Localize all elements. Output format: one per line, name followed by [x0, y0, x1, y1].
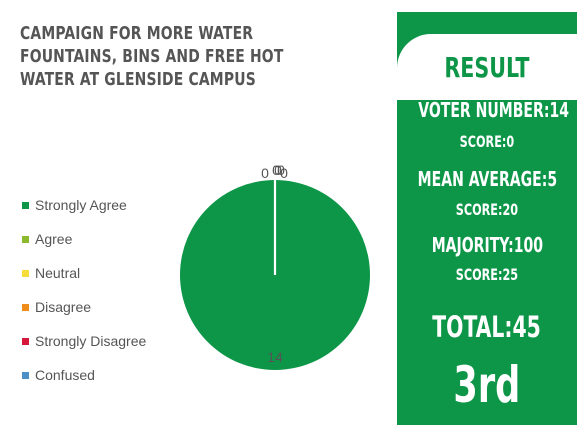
legend-label: Strongly Agree [35, 197, 127, 213]
chart-legend: Strongly Agree Agree Neutral Disagree St… [22, 188, 146, 392]
rank: 3rd [453, 356, 521, 414]
legend-label: Disagree [35, 299, 92, 315]
legend-item-confused: Confused [22, 358, 146, 392]
pie-label-strongly-agree: 14 [267, 349, 283, 365]
score-voter: SCORE:0 [459, 132, 515, 151]
legend-swatch [22, 303, 29, 311]
legend-label: Confused [35, 367, 95, 383]
legend-label: Agree [35, 231, 73, 247]
pie-label-neutral: 0 [272, 162, 280, 178]
score-mean: SCORE:20 [455, 200, 519, 219]
result-panel: RESULT VOTER NUMBER:14 SCORE:0 MEAN AVER… [397, 12, 577, 425]
legend-label: Neutral [35, 265, 81, 281]
result-header: RESULT [397, 34, 577, 100]
legend-swatch [22, 269, 29, 277]
pie-label-agree: 0 [261, 165, 269, 181]
legend-swatch [22, 371, 29, 379]
legend-item-agree: Agree [22, 222, 146, 256]
page-title: CAMPAIGN FOR MORE WATER FOUNTAINS, BINS … [20, 23, 284, 90]
majority: MAJORITY:100 [431, 233, 543, 257]
legend-item-strongly-agree: Strongly Agree [22, 188, 146, 222]
total-score: TOTAL:45 [432, 310, 542, 344]
legend-item-neutral: Neutral [22, 256, 146, 290]
voter-number: VOTER NUMBER:14 [418, 98, 569, 122]
legend-item-strongly-disagree: Strongly Disagree [22, 324, 146, 358]
legend-label: Strongly Disagree [35, 333, 147, 349]
mean-average: MEAN AVERAGE:5 [417, 167, 557, 191]
pie-label-confused: 0 [280, 165, 288, 181]
pie-label-disagree: 0 [274, 162, 282, 178]
result-title: RESULT [444, 50, 530, 84]
legend-swatch [22, 337, 29, 345]
legend-swatch [22, 235, 29, 243]
legend-item-disagree: Disagree [22, 290, 146, 324]
legend-swatch [22, 201, 29, 209]
pie-label-strongly-disagree: 0 [277, 162, 285, 178]
score-majority: SCORE:25 [455, 265, 519, 284]
